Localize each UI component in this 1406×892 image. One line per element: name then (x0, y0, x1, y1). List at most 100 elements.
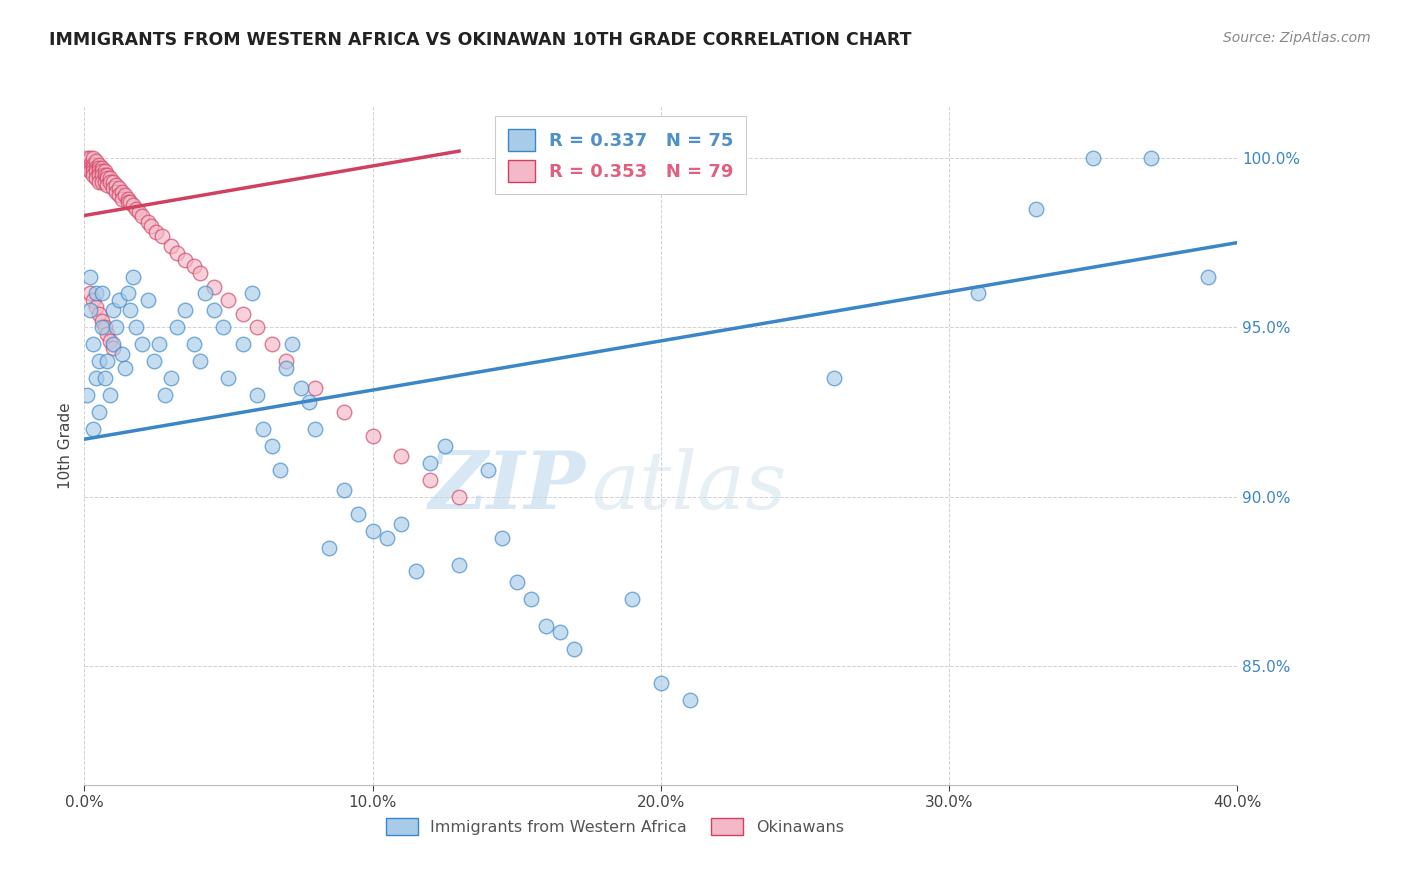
Point (82, 161, 104, 175)
Point (391, 516, 413, 531)
Point (621, 591, 644, 606)
Point (98, 334, 121, 348)
Point (96, 168, 118, 182)
Point (128, 205, 150, 219)
Point (145, 226, 167, 240)
Point (276, 354, 298, 368)
Point (90, 175, 112, 189)
Point (90, 313, 112, 327)
Point (96, 327, 118, 342)
Point (232, 337, 254, 351)
Point (125, 320, 148, 334)
Point (1140, 151, 1163, 165)
Point (202, 279, 225, 293)
Point (103, 181, 124, 195)
Point (82, 337, 104, 351)
Text: ZIP: ZIP (429, 448, 586, 525)
Point (260, 439, 283, 453)
Point (114, 188, 136, 202)
Point (419, 456, 441, 470)
Point (160, 371, 183, 385)
Point (194, 286, 217, 301)
Point (79, 286, 101, 301)
Point (139, 219, 162, 233)
Point (87, 405, 110, 419)
Point (84, 171, 107, 186)
Point (117, 194, 139, 209)
Point (290, 381, 312, 395)
Point (142, 354, 165, 368)
Point (96, 171, 118, 186)
Point (76, 158, 98, 172)
Point (84, 300, 107, 314)
Point (98, 175, 121, 189)
Point (84, 286, 107, 301)
Point (90, 164, 112, 178)
Point (79, 164, 101, 178)
Point (150, 228, 173, 243)
Point (183, 337, 205, 351)
Point (1025, 202, 1047, 216)
Point (103, 303, 124, 318)
Point (82, 158, 104, 172)
Text: IMMIGRANTS FROM WESTERN AFRICA VS OKINAWAN 10TH GRADE CORRELATION CHART: IMMIGRANTS FROM WESTERN AFRICA VS OKINAW… (49, 31, 911, 49)
Point (218, 371, 240, 385)
Point (298, 395, 321, 409)
Point (281, 337, 304, 351)
Point (125, 202, 148, 216)
Point (120, 303, 142, 318)
Point (87, 158, 110, 172)
Point (375, 531, 398, 545)
Point (84, 371, 107, 385)
Point (82, 422, 104, 436)
Y-axis label: 10th Grade: 10th Grade (58, 402, 73, 490)
Point (79, 303, 101, 318)
Point (82, 293, 104, 308)
Point (117, 286, 139, 301)
Point (333, 405, 356, 419)
Point (98, 171, 121, 186)
Point (84, 164, 107, 178)
Point (108, 188, 131, 202)
Point (105, 185, 128, 199)
Point (967, 286, 990, 301)
Point (520, 591, 543, 606)
Point (304, 422, 326, 436)
Point (491, 531, 513, 545)
Point (87, 307, 110, 321)
Point (148, 337, 170, 351)
Point (269, 463, 291, 477)
Point (93, 371, 115, 385)
Point (361, 429, 384, 443)
Point (304, 381, 326, 395)
Point (82, 151, 104, 165)
Point (87, 164, 110, 178)
Point (136, 293, 159, 308)
Point (232, 307, 254, 321)
Point (90, 320, 112, 334)
Point (111, 185, 134, 199)
Point (108, 293, 131, 308)
Point (166, 320, 188, 334)
Point (120, 194, 142, 209)
Point (318, 541, 340, 555)
Point (90, 168, 112, 182)
Point (419, 473, 441, 487)
Point (252, 422, 274, 436)
Point (111, 192, 134, 206)
Point (564, 642, 586, 657)
Point (240, 286, 263, 301)
Point (84, 161, 107, 175)
Point (548, 625, 571, 640)
Point (103, 341, 124, 355)
Point (105, 178, 128, 192)
Point (87, 175, 110, 189)
Point (93, 175, 115, 189)
Point (174, 252, 197, 267)
Point (82, 164, 104, 178)
Point (79, 151, 101, 165)
Point (347, 507, 370, 521)
Point (246, 320, 269, 334)
Point (108, 181, 131, 195)
Point (218, 293, 240, 308)
